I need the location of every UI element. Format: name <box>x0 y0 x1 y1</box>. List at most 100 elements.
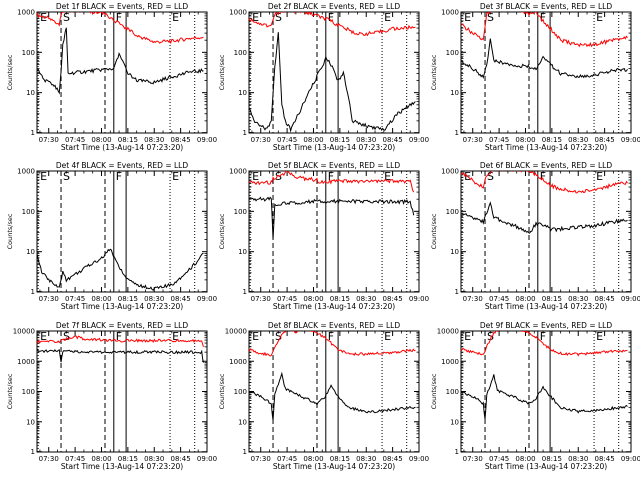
x-tick-label: 08:30 <box>356 295 376 303</box>
chart-panel-2: Det 2f BLACK = Events, RED = LLD 1 10 100 10… <box>218 2 429 152</box>
x-tick-label: 08:15 <box>542 455 562 463</box>
y-tick-label: 10 <box>450 89 459 97</box>
chart-title: Det 6f BLACK = Events, RED = LLD <box>480 161 613 170</box>
x-tick-label: 08:30 <box>144 455 164 463</box>
x-tick-label: 07:45 <box>489 136 509 144</box>
y-tick-label: 1 <box>243 448 247 456</box>
x-tick-label: 07:30 <box>39 136 59 144</box>
series-line-black <box>249 32 416 133</box>
chart-panel-6: Det 6f BLACK = Events, RED = LLD 1 10 100 10… <box>430 161 640 311</box>
x-tick-label: 09:00 <box>197 295 217 303</box>
y-tick-label: 100 <box>22 388 35 396</box>
x-tick-label: 09:00 <box>197 136 217 144</box>
y-tick-label: 1000 <box>441 358 459 366</box>
marker-label: E <box>172 11 179 24</box>
x-tick-label: 08:00 <box>91 295 111 303</box>
x-tick-label: 08:45 <box>595 136 615 144</box>
marker-label: S <box>63 170 70 183</box>
y-tick-label: 1 <box>31 288 35 296</box>
marker-label: S <box>63 330 70 343</box>
x-axis-label: Start Time (13-Aug-14 07:23:20) <box>273 143 395 152</box>
y-tick-label: 1000 <box>229 168 247 176</box>
x-tick-label: 07:45 <box>489 455 509 463</box>
chart-panel-8: Det 8f BLACK = Events, RED = LLD 1 10 100 10… <box>218 321 429 471</box>
x-tick-label: 08:45 <box>383 455 403 463</box>
plot-frame <box>248 170 420 293</box>
marker-label: F <box>116 170 122 183</box>
x-tick-label: 08:45 <box>383 295 403 303</box>
series-line-black <box>461 38 628 79</box>
marker-label: F <box>116 11 122 24</box>
y-tick-label: 10 <box>26 248 35 256</box>
y-tick-label: 100 <box>22 49 35 57</box>
x-tick-label: 08:00 <box>515 455 535 463</box>
x-tick-label: 07:30 <box>463 455 483 463</box>
x-tick-label: 08:15 <box>330 295 350 303</box>
x-tick-label: 07:45 <box>277 136 297 144</box>
plot-frame <box>460 330 632 453</box>
y-tick-label: 1 <box>455 288 459 296</box>
y-tick-label: 100 <box>446 388 459 396</box>
marker-label: E <box>40 170 47 183</box>
y-tick-label: 1000 <box>441 168 459 176</box>
chart-title: Det 8f BLACK = Events, RED = LLD <box>268 321 401 330</box>
plot-frame <box>36 170 208 293</box>
x-tick-label: 09:00 <box>621 295 640 303</box>
x-tick-label: 09:00 <box>621 455 640 463</box>
series-line-black <box>249 196 415 240</box>
marker-label: E <box>464 11 471 24</box>
x-tick-label: 08:00 <box>303 295 323 303</box>
series-line-black <box>249 371 416 421</box>
x-tick-label: 09:00 <box>197 455 217 463</box>
marker-label: S <box>63 11 70 24</box>
y-tick-label: 1000 <box>229 9 247 17</box>
marker-label: S <box>487 170 494 183</box>
y-tick-label: 100 <box>234 388 247 396</box>
y-tick-label: 1 <box>31 448 35 456</box>
y-tick-label: 100 <box>22 208 35 216</box>
marker-label: E <box>596 330 603 343</box>
y-axis-label: Counts/sec <box>430 373 438 409</box>
x-axis-label: Start Time (13-Aug-14 07:23:20) <box>273 302 395 311</box>
series-line-red <box>461 331 628 357</box>
y-tick-label: 1 <box>31 129 35 137</box>
y-tick-label: 10 <box>26 89 35 97</box>
x-tick-label: 08:15 <box>330 136 350 144</box>
plot-frame <box>36 11 208 134</box>
chart-title: Det 4f BLACK = Events, RED = LLD <box>56 161 189 170</box>
marker-label: S <box>487 11 494 24</box>
marker-label: E <box>384 170 391 183</box>
x-tick-label: 08:00 <box>303 136 323 144</box>
chart-panel-1: Det 1f BLACK = Events, RED = LLD 1 10 100 10… <box>6 2 217 152</box>
x-tick-label: 09:00 <box>409 295 429 303</box>
marker-label: F <box>328 330 334 343</box>
x-tick-label: 08:45 <box>171 455 191 463</box>
x-tick-label: 08:00 <box>91 136 111 144</box>
x-tick-label: 07:30 <box>39 455 59 463</box>
x-tick-label: 08:30 <box>568 136 588 144</box>
series-line-red <box>37 12 204 45</box>
x-tick-label: 08:00 <box>91 455 111 463</box>
series-line-red <box>249 171 415 193</box>
x-tick-label: 08:15 <box>118 455 138 463</box>
chart-panel-5: Det 5f BLACK = Events, RED = LLD 1 10 100 10… <box>218 161 429 311</box>
series-line-red <box>461 12 628 48</box>
x-tick-label: 08:00 <box>303 455 323 463</box>
x-tick-label: 09:00 <box>621 136 640 144</box>
series-line-black <box>37 248 204 291</box>
marker-label: E <box>252 330 259 343</box>
plot-frame <box>460 11 632 134</box>
x-tick-label: 07:45 <box>65 295 85 303</box>
y-tick-label: 100 <box>234 208 247 216</box>
y-axis-label: Counts/sec <box>6 373 14 409</box>
marker-label: E <box>252 11 259 24</box>
x-axis-label: Start Time (13-Aug-14 07:23:20) <box>61 143 183 152</box>
marker-label: S <box>487 330 494 343</box>
x-tick-label: 08:15 <box>542 295 562 303</box>
marker-label: E <box>172 170 179 183</box>
marker-label: S <box>275 170 282 183</box>
chart-title: Det 2f BLACK = Events, RED = LLD <box>268 2 401 11</box>
x-tick-label: 09:00 <box>409 455 429 463</box>
marker-label: E <box>384 11 391 24</box>
x-tick-label: 08:30 <box>356 136 376 144</box>
